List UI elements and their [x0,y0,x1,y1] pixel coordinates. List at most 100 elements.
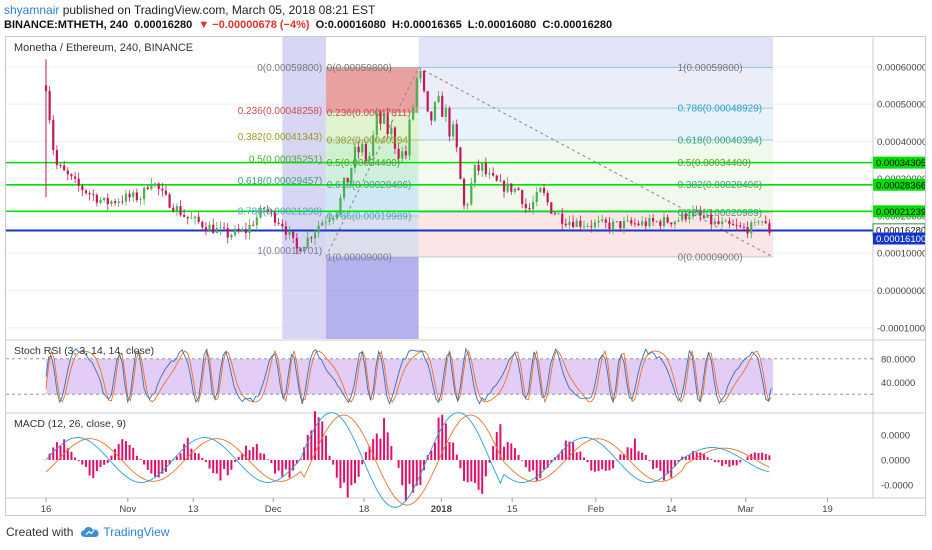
candle-body [412,107,415,120]
macd-histogram-bar [74,457,77,460]
macd-histogram-bar [670,460,673,478]
open-label: O:0.00016080 [315,19,386,31]
candle-body [328,220,331,222]
candle-body [502,181,506,192]
macd-histogram-bar [288,460,291,478]
x-tick-label: 15 [507,504,518,515]
candle-body [379,112,382,124]
price-badge-label: 0.00016280 [876,225,925,236]
macd-histogram-bar [339,460,342,489]
fib-label: 0.236(0.00048258) [238,106,323,117]
macd-histogram-bar [477,460,480,490]
candle-body [135,192,138,201]
candle-body [204,227,208,231]
fib-label: 0.5(0.00035251) [249,155,322,166]
candle-body [226,228,229,238]
candle-body [386,113,389,135]
macd-histogram-bar [575,452,578,460]
macd-histogram-bar [441,414,444,460]
macd-histogram-bar [593,460,596,472]
candle-body [739,225,742,227]
candle-body [768,223,771,233]
macd-histogram-bar [659,460,662,472]
candle-body [404,151,407,156]
candle-body [728,220,731,224]
candle-body [48,91,51,121]
publish-info: shyamnair published on TradingView.com, … [4,3,375,17]
macd-histogram-bar [197,453,200,460]
price-badge [873,178,925,191]
candle-body [132,192,135,198]
candle-body [183,215,186,217]
candle-body [590,225,593,227]
author-name[interactable]: shyamnair [4,3,60,17]
brand-link[interactable]: TradingView [103,525,170,539]
candle-body [193,216,197,219]
candle-body [302,247,306,252]
macd-histogram-bar [761,452,764,460]
macd-histogram-bar [677,460,680,462]
candle-body [422,70,426,91]
candle-body [70,174,73,177]
candle-body [521,190,524,204]
candle-body [688,216,691,220]
fib-zone [418,108,774,140]
candle-body [77,178,80,186]
last-price-label: 0.00016280 [134,19,193,31]
candle-body [444,108,447,117]
fib-zone [325,162,419,185]
chart-canvas[interactable]: 0(0.00059800) 0.236(0.00048258) 0.382(0.00… [6,37,930,515]
macd-histogram-bar [204,460,207,462]
macd-histogram-bar [739,460,742,463]
fib-label: 0.618(0.00028406) [327,180,412,191]
macd-histogram-bar [161,460,164,474]
macd-histogram-bar [186,437,189,460]
macd-histogram-bar [601,460,604,470]
candle-body [691,210,695,217]
macd-histogram-bar [546,460,549,468]
high-label: H:0.00016365 [391,19,462,31]
macd-histogram-bar [179,453,182,460]
macd-histogram-bar [513,448,516,460]
macd-histogram-bar [619,454,622,460]
candle-body [313,232,317,239]
macd-histogram-bar [230,460,233,470]
macd-histogram-bar [190,448,193,460]
macd-histogram-bar [612,460,615,469]
candle-body [459,147,462,180]
candle-body [270,211,273,213]
candle-body [757,221,760,223]
macd-histogram-bar [604,460,607,471]
candle-body [390,127,393,135]
fib-label: 0.236(0.00047811) [327,108,411,119]
macd-histogram-bar [332,460,335,465]
macd-histogram-bar [684,456,687,460]
macd-histogram-bar [510,443,513,460]
candle-body [110,201,113,204]
candle-body [368,156,371,161]
candle-body [364,144,367,161]
macd-histogram-bar [532,460,535,471]
macd-histogram-bar [455,454,458,460]
macd-histogram-bar [139,459,142,460]
macd-histogram-bar [626,447,629,460]
macd-histogram-bar [452,442,455,460]
macd-histogram-bar [550,460,553,463]
candle-body [306,237,309,248]
rsi-tick-label: 40.0000 [881,378,915,389]
cloud-icon [81,527,99,537]
macd-histogram-bar [448,441,451,460]
macd-histogram-bar [295,460,298,464]
macd-histogram-bar [517,454,520,460]
fib-zone [418,184,774,213]
price-badge [873,156,925,169]
macd-histogram-bar [335,460,338,478]
candle-body [317,225,320,233]
macd-histogram-bar [77,460,80,461]
macd-histogram-bar [121,439,124,460]
macd-histogram-bar [433,442,436,460]
macd-histogram-bar [473,460,476,483]
macd-histogram-bar [95,460,98,472]
candle-body [746,227,749,234]
